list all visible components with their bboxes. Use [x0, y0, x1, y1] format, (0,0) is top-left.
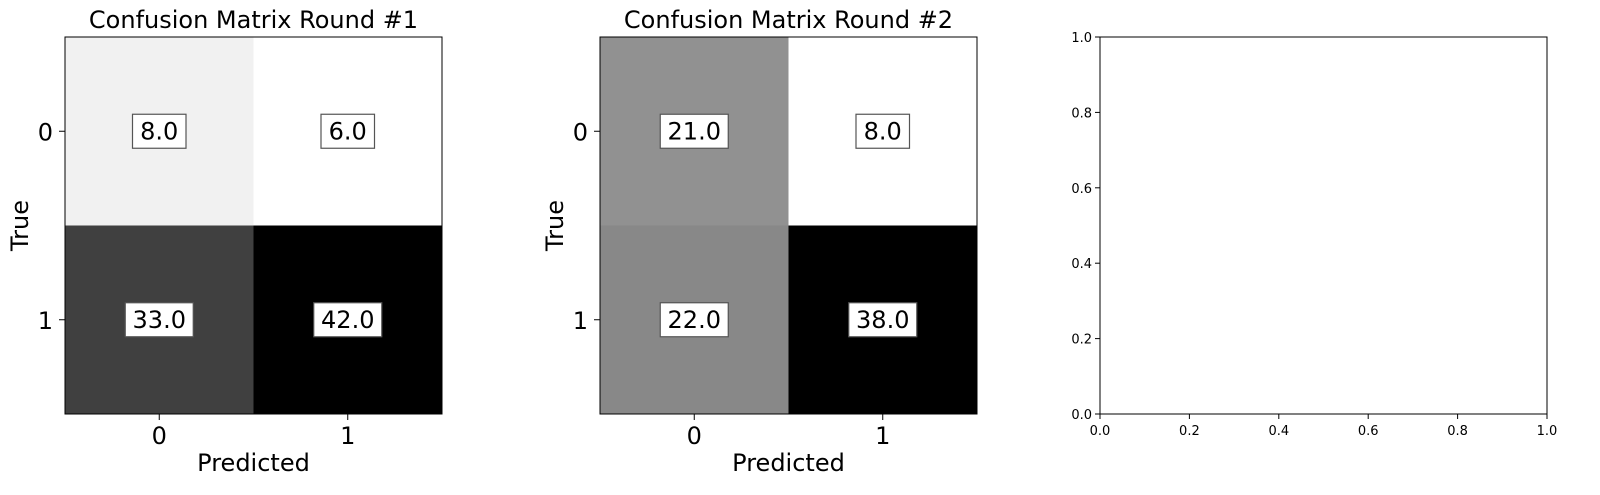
x-axis-label: Predicted: [732, 449, 845, 477]
cell-label: 6.0: [329, 117, 367, 145]
cell-label: 8.0: [864, 117, 902, 145]
cell-label-box: [855, 113, 911, 149]
chart-title: Confusion Matrix Round #1: [89, 6, 418, 34]
chart-3: 0.0 0.2 0.4 0.6 0.8 1.0 0.0 0.2 0.4 0.6 0.8 1.0: [1071, 31, 1557, 439]
cell-label: 33.0: [133, 306, 186, 334]
plot-frame: [1099, 36, 1548, 415]
chart-title: Confusion Matrix Round #2: [624, 6, 953, 34]
cell-label-box: [848, 302, 918, 338]
cell-label-box: [313, 302, 383, 338]
cell-label: 38.0: [856, 306, 909, 334]
x-tick-label: 0.2: [1179, 424, 1200, 439]
y-tick-label: 0.0: [1071, 408, 1092, 423]
y-axis-label: True: [6, 200, 34, 252]
cell-label: 21.0: [668, 117, 721, 145]
x-tick-label: 1: [875, 422, 890, 450]
x-tick-label: 0.8: [1447, 424, 1468, 439]
cell-label-box: [131, 113, 187, 149]
cell-label: 42.0: [321, 306, 374, 334]
y-tick-label: 0.8: [1071, 106, 1092, 121]
x-tick-label: 0: [152, 422, 167, 450]
y-tick-label: 0: [38, 118, 53, 146]
x-tick-label: 1.0: [1537, 424, 1558, 439]
x-tick-label: 1: [340, 422, 355, 450]
plot-frame: [64, 36, 443, 415]
y-tick-label: 0.6: [1071, 182, 1092, 197]
y-axis-label: True: [541, 200, 569, 252]
cell-label-box: [124, 302, 194, 338]
cell-label: 8.0: [140, 117, 178, 145]
cell-label-box: [659, 113, 729, 149]
x-tick-label: 0: [687, 422, 702, 450]
x-tick-label: 0.0: [1090, 424, 1111, 439]
y-tick-label: 1.0: [1071, 31, 1092, 46]
chart-1: 8.0 6.0 33.0 42.0 0 1 0 1 Confusion Matrix Round…: [6, 6, 443, 477]
y-tick-label: 0.2: [1071, 333, 1092, 348]
x-tick-label: 0.4: [1268, 424, 1289, 439]
cell-label: 22.0: [668, 306, 721, 334]
x-tick-label: 0.6: [1358, 424, 1379, 439]
y-tick-label: 1: [573, 307, 588, 335]
y-tick-label: 0: [573, 118, 588, 146]
y-tick-label: 0.4: [1071, 257, 1092, 272]
plot-frame: [599, 36, 978, 415]
x-axis-label: Predicted: [197, 449, 310, 477]
cell-label-box: [659, 302, 729, 338]
chart-2: 21.0 8.0 22.0 38.0 0 1 0 1 Confusion Matrix Roun…: [541, 6, 978, 477]
y-tick-label: 1: [38, 307, 53, 335]
cell-label-box: [320, 113, 376, 149]
